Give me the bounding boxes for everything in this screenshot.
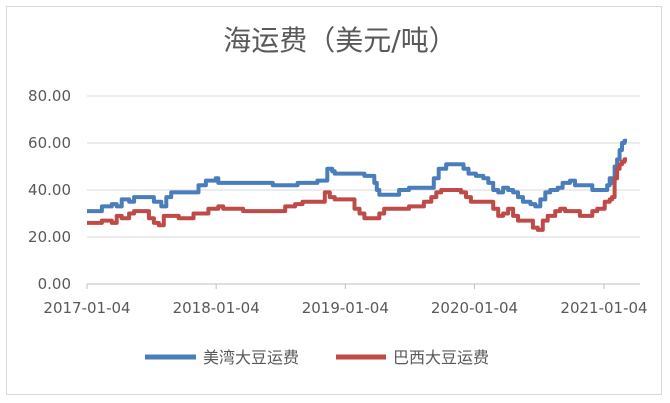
x-tick-label: 2018-01-04 [173,299,260,317]
x-tick-label: 2020-01-04 [431,299,518,317]
x-tick-label: 2017-01-04 [43,299,130,317]
chart-title: 海运费（美元/吨） [223,24,456,57]
legend-item-series-0: 美湾大豆运费 [145,348,299,367]
legend-label-series-1: 巴西大豆运费 [393,348,489,367]
x-tick-label: 2019-01-04 [302,299,389,317]
series-line-1 [87,157,627,232]
y-tick-label: 0.00 [38,275,71,293]
legend-item-series-1: 巴西大豆运费 [336,348,489,367]
x-tick-label: 2021-01-04 [560,299,647,317]
y-tick-label: 40.00 [28,181,71,199]
legend: 美湾大豆运费 巴西大豆运费 [145,348,489,367]
series-line-0 [87,138,627,214]
legend-label-series-0: 美湾大豆运费 [203,348,299,367]
y-tick-label: 60.00 [28,134,71,152]
y-axis-ticks: 0.00 20.00 40.00 60.00 80.00 [28,87,71,293]
y-tick-label: 80.00 [28,87,71,105]
grid-lines [87,95,640,238]
series-lines [87,138,627,232]
y-tick-label: 20.00 [28,228,71,246]
x-axis: 2017-01-04 2018-01-04 2019-01-04 2020-01-04… [43,283,648,317]
